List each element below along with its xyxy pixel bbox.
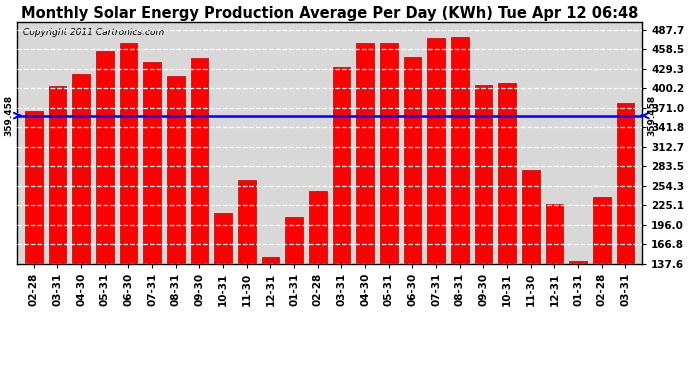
Text: 13.799: 13.799 — [171, 320, 180, 352]
Text: 7.470: 7.470 — [550, 326, 559, 352]
Bar — [285, 217, 303, 356]
Text: 15.732: 15.732 — [455, 320, 464, 352]
Bar — [333, 67, 351, 356]
Text: 8.133: 8.133 — [313, 326, 322, 352]
Bar — [427, 38, 445, 356]
Bar — [309, 191, 326, 356]
Bar — [167, 76, 185, 356]
Bar — [593, 197, 611, 356]
Text: 15.029: 15.029 — [100, 320, 109, 352]
Bar — [144, 62, 161, 356]
Text: 359.458: 359.458 — [647, 95, 656, 136]
Text: 359.458: 359.458 — [4, 95, 13, 136]
Bar — [262, 257, 279, 356]
Bar — [380, 43, 397, 356]
Bar — [48, 86, 66, 356]
Text: Copyright 2011 Cartronics.com: Copyright 2011 Cartronics.com — [23, 28, 165, 37]
Text: 13.327: 13.327 — [479, 320, 488, 352]
Text: 15.399: 15.399 — [361, 320, 370, 352]
Bar — [25, 111, 43, 356]
Text: 14.481: 14.481 — [148, 320, 157, 352]
Bar — [214, 213, 232, 356]
Bar — [522, 170, 540, 356]
Text: 4.661: 4.661 — [573, 326, 582, 352]
Bar — [475, 85, 493, 356]
Bar — [238, 180, 255, 356]
Bar — [190, 58, 208, 356]
Text: 13.861: 13.861 — [77, 320, 86, 352]
Text: 8.638: 8.638 — [242, 326, 251, 352]
Bar — [451, 36, 469, 356]
Bar — [72, 75, 90, 356]
Text: 15.399: 15.399 — [384, 320, 393, 352]
Text: 12.466: 12.466 — [621, 320, 630, 352]
Text: 13.316: 13.316 — [53, 320, 62, 352]
Bar — [617, 103, 634, 356]
Text: 15.674: 15.674 — [432, 320, 441, 352]
Bar — [356, 43, 374, 356]
Text: 15.407: 15.407 — [124, 320, 133, 352]
Text: 14.243: 14.243 — [337, 320, 346, 352]
Bar — [404, 57, 422, 356]
Text: 7.825: 7.825 — [598, 326, 607, 352]
Text: 4.864: 4.864 — [266, 326, 275, 352]
Bar — [546, 204, 563, 356]
Text: 14.745: 14.745 — [408, 320, 417, 352]
Bar — [498, 82, 516, 356]
Text: 9.158: 9.158 — [526, 326, 535, 352]
Text: 14.676: 14.676 — [195, 320, 204, 352]
Text: 12.055: 12.055 — [29, 320, 38, 352]
Bar — [96, 51, 114, 356]
Text: 13.459: 13.459 — [502, 320, 511, 352]
Text: 7.043: 7.043 — [219, 326, 228, 352]
Text: 6.826: 6.826 — [290, 326, 299, 352]
Bar — [569, 261, 587, 356]
Bar — [119, 43, 137, 356]
Title: Monthly Solar Energy Production Average Per Day (KWh) Tue Apr 12 06:48: Monthly Solar Energy Production Average … — [21, 6, 638, 21]
